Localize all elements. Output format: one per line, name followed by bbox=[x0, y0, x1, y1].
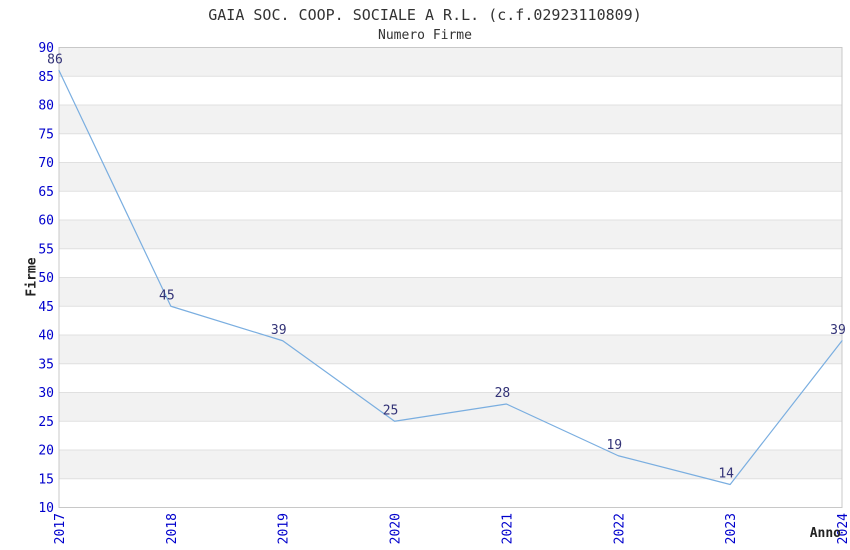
data-point-label: 19 bbox=[606, 438, 622, 453]
grid-band bbox=[59, 277, 842, 307]
plot-border bbox=[58, 47, 843, 508]
y-tick-label: 80 bbox=[38, 99, 54, 114]
y-tick-label: 20 bbox=[38, 444, 54, 459]
y-tick-label: 60 bbox=[38, 214, 54, 229]
y-tick-label: 65 bbox=[38, 185, 54, 200]
data-point-label: 45 bbox=[159, 288, 175, 303]
data-point-label: 39 bbox=[271, 323, 287, 338]
y-tick-label: 55 bbox=[38, 242, 54, 257]
y-tick-label: 45 bbox=[38, 300, 54, 315]
grid-band bbox=[59, 392, 842, 422]
y-tick-label: 50 bbox=[38, 271, 54, 286]
x-tick-label: 2017 bbox=[53, 513, 68, 544]
x-tick-label: 2020 bbox=[389, 513, 404, 544]
grid-band bbox=[59, 450, 842, 479]
y-tick-label: 85 bbox=[38, 70, 54, 85]
y-tick-label: 70 bbox=[38, 156, 54, 171]
data-point-label: 25 bbox=[383, 403, 399, 418]
y-tick-label: 15 bbox=[38, 472, 54, 487]
grid-band bbox=[59, 220, 842, 249]
y-tick-label: 25 bbox=[38, 415, 54, 430]
y-tick-label: 30 bbox=[38, 386, 54, 401]
y-tick-label: 10 bbox=[38, 501, 54, 516]
data-point-label: 28 bbox=[495, 386, 511, 401]
grid-band bbox=[59, 105, 842, 134]
x-tick-label: 2021 bbox=[500, 513, 515, 544]
y-tick-label: 40 bbox=[38, 329, 54, 344]
data-point-label: 14 bbox=[718, 467, 734, 482]
chart-title: GAIA SOC. COOP. SOCIALE A R.L. (c.f.0292… bbox=[208, 6, 642, 24]
x-tick-label: 2024 bbox=[836, 513, 850, 544]
chart-subtitle: Numero Firme bbox=[378, 28, 472, 43]
x-tick-label: 2018 bbox=[165, 513, 180, 544]
y-tick-label: 90 bbox=[38, 41, 54, 56]
y-axis-title: Firme bbox=[24, 257, 40, 297]
data-line bbox=[58, 69, 843, 486]
grid-band bbox=[59, 162, 842, 192]
grid-band bbox=[59, 47, 842, 77]
x-axis-title: Anno bbox=[809, 526, 841, 541]
y-tick-label: 35 bbox=[38, 357, 54, 372]
data-point-label: 39 bbox=[830, 323, 846, 338]
y-tick-label: 75 bbox=[38, 127, 54, 142]
x-tick-label: 2019 bbox=[277, 513, 292, 544]
grid-band bbox=[59, 335, 842, 364]
data-point-label: 86 bbox=[47, 53, 63, 68]
x-tick-label: 2023 bbox=[724, 513, 739, 544]
x-tick-label: 2022 bbox=[612, 513, 627, 544]
